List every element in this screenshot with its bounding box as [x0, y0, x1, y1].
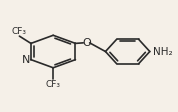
Text: NH₂: NH₂ [153, 46, 173, 57]
Text: CF₃: CF₃ [11, 27, 26, 36]
Text: O: O [82, 38, 91, 48]
Text: N: N [22, 55, 30, 65]
Text: CF₃: CF₃ [46, 80, 61, 88]
